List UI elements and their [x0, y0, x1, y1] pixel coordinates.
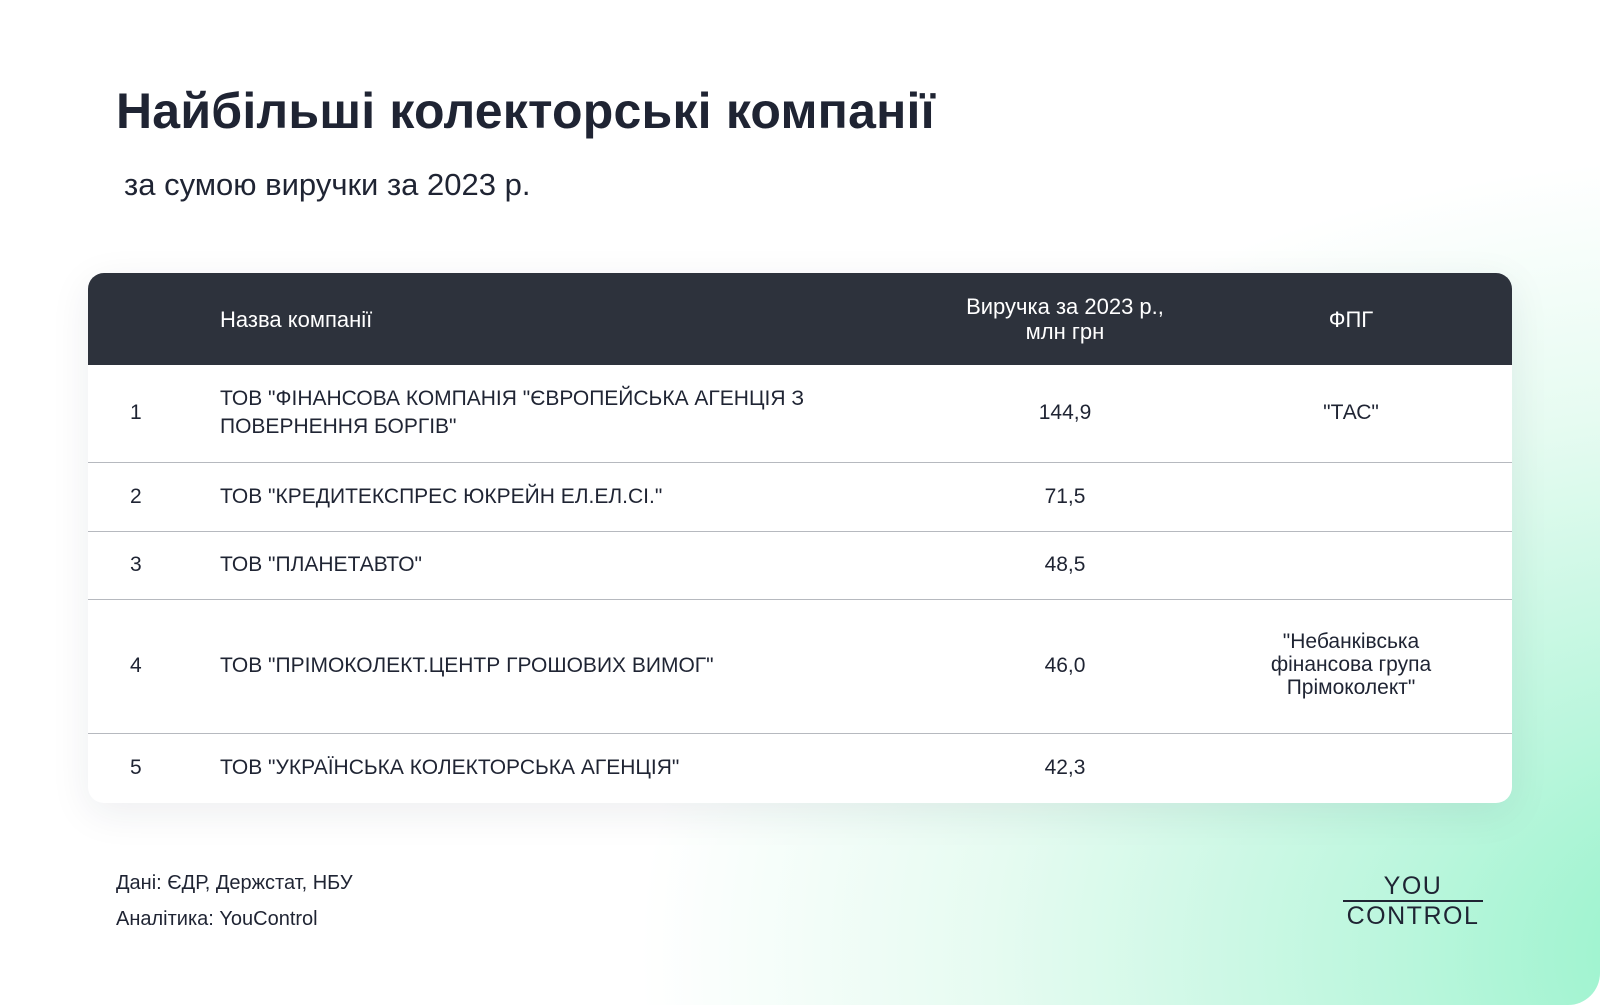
- row-company-name: ТОВ "УКРАЇНСЬКА КОЛЕКТОРСЬКА АГЕНЦІЯ": [220, 756, 680, 780]
- row-revenue: 46,0: [940, 599, 1190, 734]
- header-revenue: Виручка за 2023 р., млн грн: [940, 273, 1190, 365]
- data-source: Дані: ЄДР, Держстат, НБУ: [116, 872, 353, 894]
- row-rank: 5: [130, 756, 142, 780]
- table-body: 1 ТОВ "ФІНАНСОВА КОМПАНІЯ "ЄВРОПЕЙСЬКА А…: [88, 365, 1512, 803]
- row-rank: 1: [88, 365, 220, 463]
- table-row: 3 ТОВ "ПЛАНЕТАВТО" 48,5: [88, 531, 1512, 600]
- row-rank: 4: [88, 599, 220, 734]
- header-company-name: Назва компанії: [220, 306, 373, 332]
- analytics-credit: Аналітика: YouControl: [116, 908, 318, 930]
- row-revenue: 48,5: [940, 531, 1190, 600]
- table-row: 4 ТОВ "ПРІМОКОЛЕКТ.ЦЕНТР ГРОШОВИХ ВИМОГ"…: [88, 599, 1512, 734]
- header-rank: [88, 273, 220, 365]
- table-row: 1 ТОВ "ФІНАНСОВА КОМПАНІЯ "ЄВРОПЕЙСЬКА А…: [88, 365, 1512, 463]
- revenue-table-card: Назва компанії Виручка за 2023 р., млн г…: [88, 273, 1512, 803]
- row-fpg: [1190, 531, 1512, 600]
- row-company-name: ТОВ "ПРІМОКОЛЕКТ.ЦЕНТР ГРОШОВИХ ВИМОГ": [220, 599, 940, 734]
- footer-credits: Дані: ЄДР, Держстат, НБУ Аналітика: YouC…: [116, 865, 353, 937]
- row-rank: 2: [88, 462, 220, 532]
- row-revenue: 144,9: [940, 365, 1190, 463]
- table-row: 5 ТОВ "УКРАЇНСЬКА КОЛЕКТОРСЬКА АГЕНЦІЯ" …: [88, 733, 1512, 803]
- table-header-row: Назва компанії Виручка за 2023 р., млн г…: [88, 273, 1512, 365]
- row-company-name: ТОВ "ПЛАНЕТАВТО": [220, 531, 940, 600]
- logo-line1: YOU: [1384, 872, 1443, 900]
- row-revenue: 42,3: [1044, 756, 1086, 780]
- page-title: Найбільші колекторські компанії: [116, 83, 935, 139]
- revenue-table: Назва компанії Виручка за 2023 р., млн г…: [88, 273, 1512, 803]
- header-revenue-line2: млн грн: [1025, 319, 1105, 344]
- row-fpg: [1190, 462, 1512, 532]
- page-subtitle: за сумою виручки за 2023 р.: [124, 167, 531, 202]
- header-revenue-line1: Виручка за 2023 р.,: [966, 294, 1164, 319]
- row-company-name: ТОВ "ФІНАНСОВА КОМПАНІЯ "ЄВРОПЕЙСЬКА АГЕ…: [220, 365, 940, 463]
- header-fpg: ФПГ: [1328, 306, 1374, 332]
- row-revenue: 71,5: [940, 462, 1190, 532]
- row-rank: 3: [88, 531, 220, 600]
- logo-line2: CONTROL: [1347, 902, 1480, 926]
- row-fpg-text: "Небанківська фінансова група Прімоколек…: [1270, 630, 1432, 699]
- row-company-name: ТОВ "КРЕДИТЕКСПРЕС ЮКРЕЙН ЕЛ.ЕЛ.СІ.": [220, 462, 940, 532]
- youcontrol-logo: YOU CONTROL: [1343, 872, 1483, 926]
- row-fpg: "Небанківська фінансова група Прімоколек…: [1190, 599, 1512, 734]
- table-row: 2 ТОВ "КРЕДИТЕКСПРЕС ЮКРЕЙН ЕЛ.ЕЛ.СІ." 7…: [88, 462, 1512, 532]
- row-fpg: "ТАС": [1190, 365, 1512, 463]
- row-fpg: [1190, 733, 1512, 803]
- table-header: Назва компанії Виручка за 2023 р., млн г…: [88, 273, 1512, 365]
